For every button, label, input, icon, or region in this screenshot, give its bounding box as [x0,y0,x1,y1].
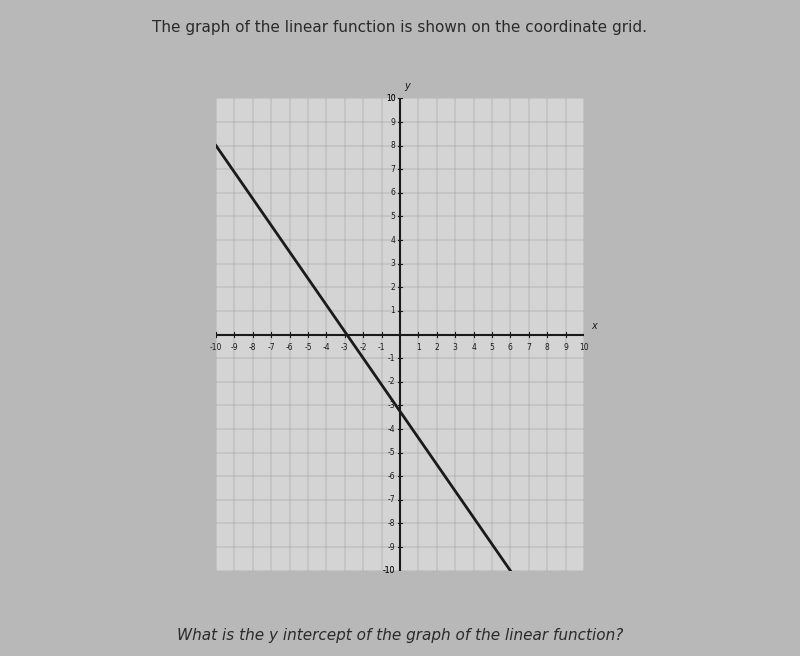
Text: y: y [405,81,410,91]
Text: -9: -9 [388,543,395,552]
Text: 1: 1 [390,306,395,316]
Text: What is the y intercept of the graph of the linear function?: What is the y intercept of the graph of … [177,628,623,643]
Text: 2: 2 [434,343,439,352]
Text: -8: -8 [249,343,257,352]
Text: -3: -3 [388,401,395,410]
Text: -2: -2 [359,343,367,352]
Text: 10: 10 [386,94,395,103]
Text: -10: -10 [383,566,395,575]
Text: -1: -1 [388,354,395,363]
Text: 4: 4 [471,343,476,352]
Text: 9: 9 [563,343,568,352]
Text: 8: 8 [390,141,395,150]
Text: 7: 7 [526,343,531,352]
Text: 1: 1 [416,343,421,352]
Text: -1: -1 [378,343,386,352]
Text: 7: 7 [390,165,395,174]
Text: -7: -7 [388,495,395,504]
Text: The graph of the linear function is shown on the coordinate grid.: The graph of the linear function is show… [153,20,647,35]
Text: -4: -4 [322,343,330,352]
Text: -10: -10 [210,343,222,352]
Text: 3: 3 [453,343,458,352]
Text: 6: 6 [390,188,395,197]
Text: 10: 10 [386,94,395,103]
Text: -5: -5 [304,343,312,352]
Text: 3: 3 [390,259,395,268]
Text: 9: 9 [390,117,395,127]
Text: -5: -5 [388,448,395,457]
Text: -6: -6 [388,472,395,481]
Text: 5: 5 [490,343,494,352]
Text: -9: -9 [230,343,238,352]
Text: -8: -8 [388,519,395,528]
Text: -6: -6 [286,343,294,352]
Text: 4: 4 [390,236,395,245]
Text: x: x [591,321,597,331]
Text: -2: -2 [388,377,395,386]
Text: -4: -4 [388,424,395,434]
Text: -10: -10 [383,566,395,575]
Text: 10: 10 [579,343,589,352]
Text: 8: 8 [545,343,550,352]
Text: 5: 5 [390,212,395,221]
Text: 6: 6 [508,343,513,352]
Text: 2: 2 [390,283,395,292]
Text: -7: -7 [267,343,275,352]
Text: -3: -3 [341,343,349,352]
